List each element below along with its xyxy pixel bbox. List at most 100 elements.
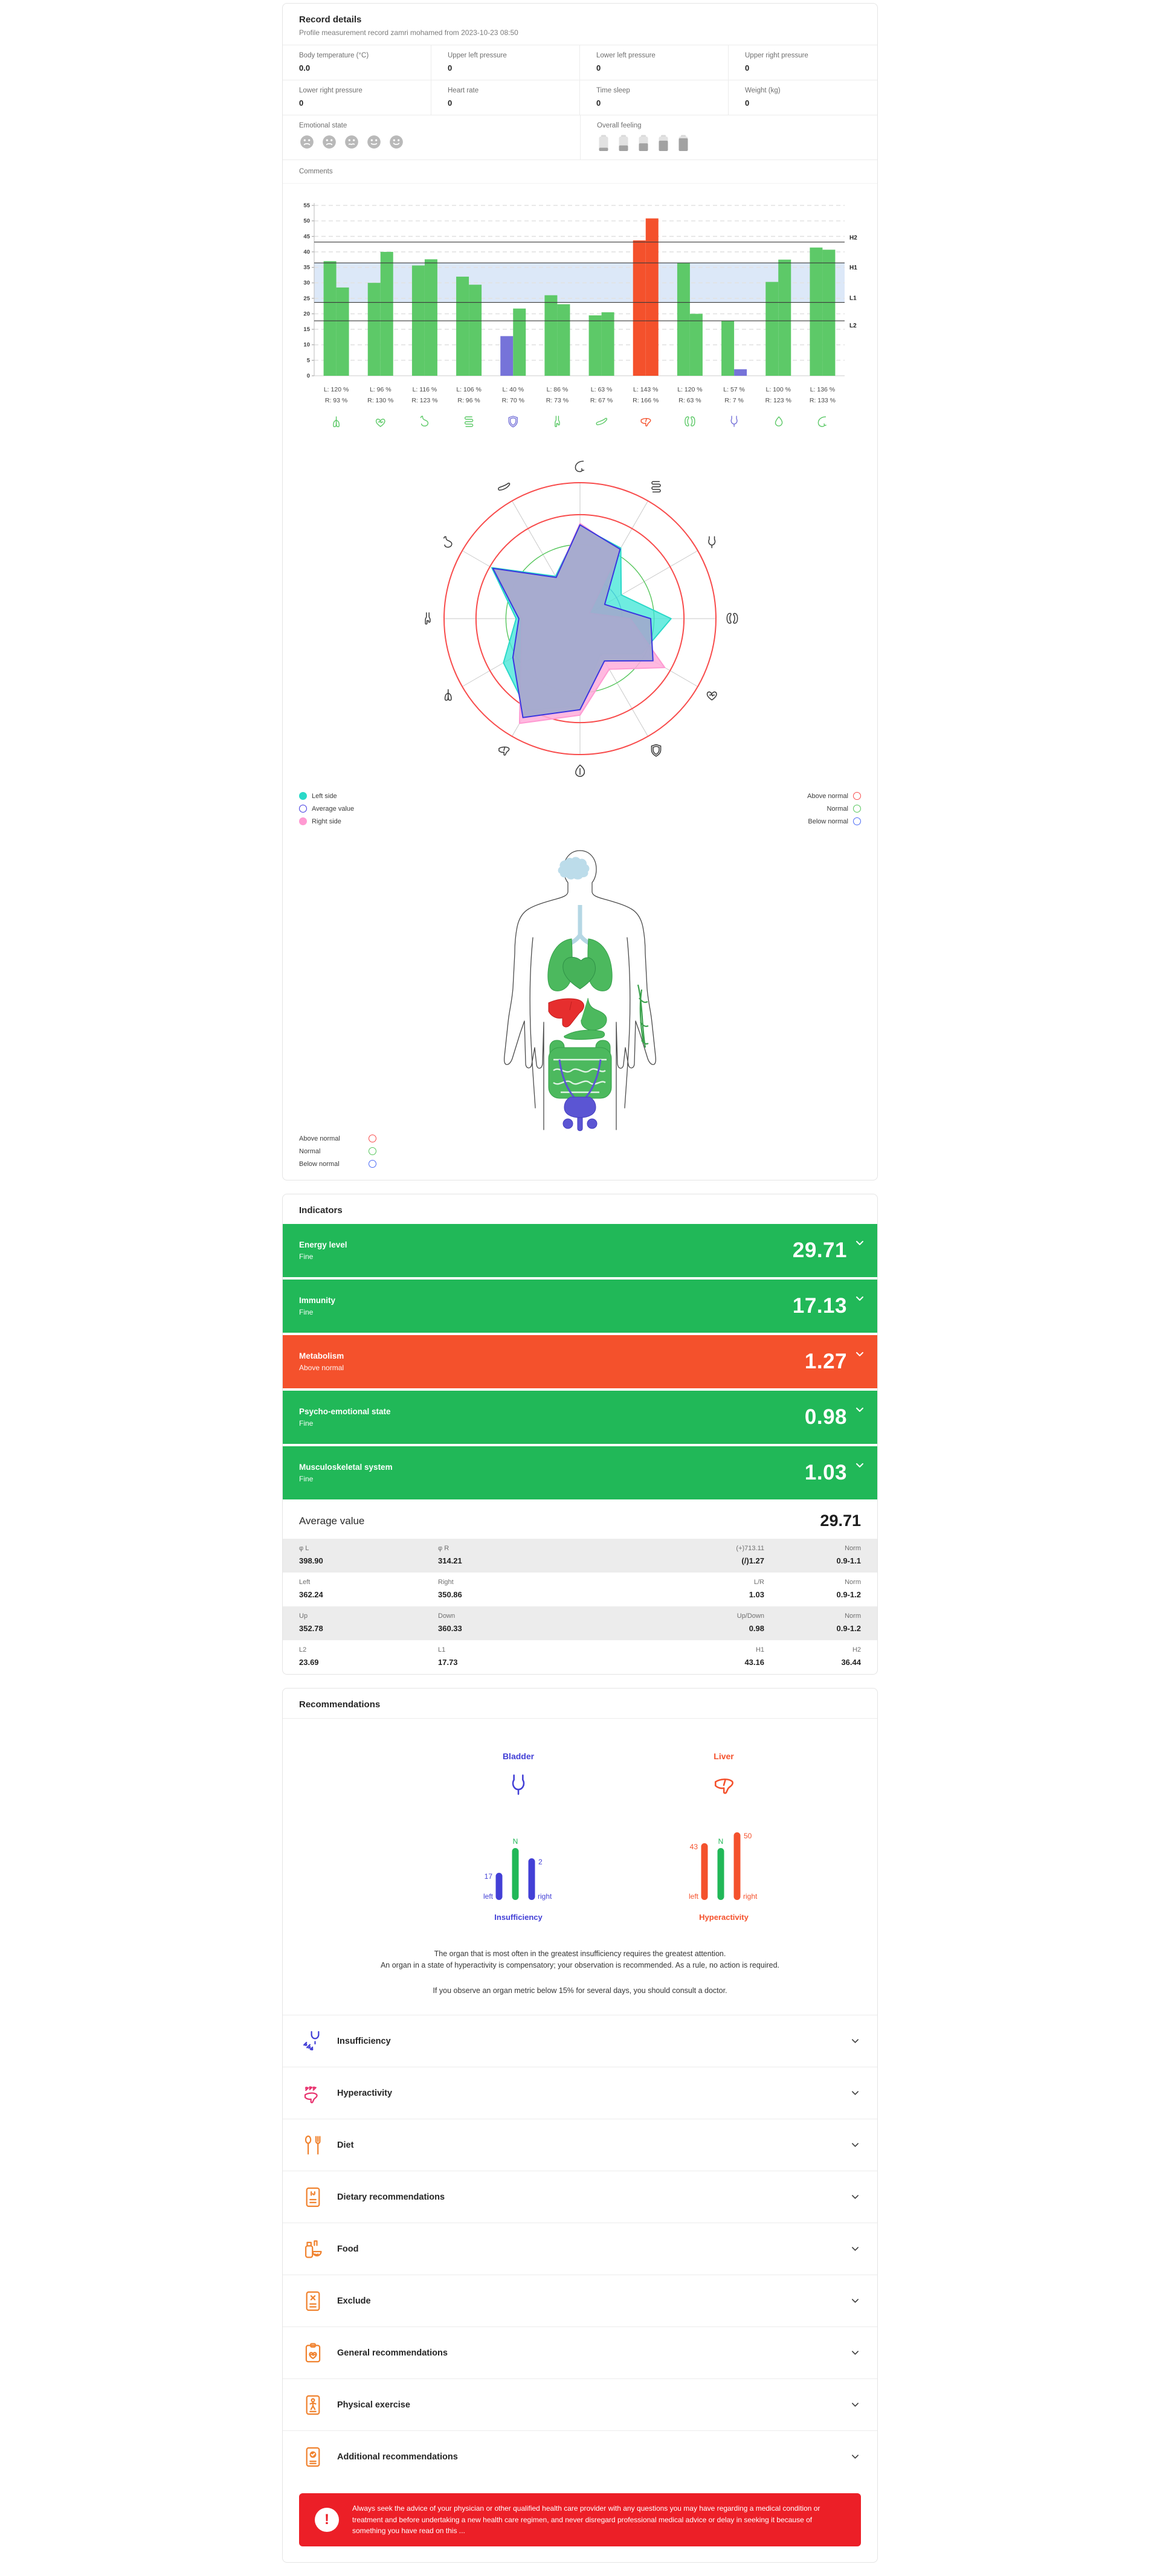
svg-text:R: 70 %: R: 70 % <box>502 397 524 404</box>
chevron-down-icon[interactable] <box>851 2194 859 2200</box>
field-lower-left-pressure[interactable]: Lower left pressure 0 <box>580 45 729 80</box>
section-additional-recommendations[interactable]: Additional recommendations <box>283 2430 877 2483</box>
section-diet[interactable]: Diet <box>283 2119 877 2171</box>
legend-item-right-side: Right side <box>299 817 354 825</box>
chevron-down-icon[interactable] <box>856 1296 864 1301</box>
record-details-card: Record details Profile measurement recor… <box>282 3 878 1180</box>
chevron-down-icon[interactable] <box>851 2142 859 2148</box>
emotional-state-label: Emotional state <box>299 122 347 129</box>
liver-icon <box>714 1778 733 1794</box>
cell-value: 43.16 <box>744 1658 764 1667</box>
cell-label: L1 <box>438 1646 446 1653</box>
svg-text:5: 5 <box>307 357 311 364</box>
chevron-down-icon[interactable] <box>851 2298 859 2304</box>
indicator-value: 1.27 <box>804 1350 847 1373</box>
chevron-down-icon[interactable] <box>851 2090 859 2096</box>
chevron-down-icon[interactable] <box>856 1407 864 1412</box>
svg-text:N: N <box>718 1837 724 1846</box>
battery-4-icon[interactable] <box>657 134 670 152</box>
chevron-down-icon[interactable] <box>851 2402 859 2407</box>
diet-icon <box>301 2134 325 2157</box>
legend-label: Normal <box>826 805 848 813</box>
cell-label: Right <box>438 1579 454 1586</box>
field-lower-right-pressure[interactable]: Lower right pressure 0 <box>283 80 431 115</box>
warning-icon: ! <box>315 2508 339 2533</box>
face-neutral-icon[interactable] <box>366 134 382 150</box>
recommendations-title: Recommendations <box>283 1689 877 1719</box>
svg-text:R: 73 %: R: 73 % <box>546 397 569 404</box>
field-heart-rate[interactable]: Heart rate 0 <box>431 80 580 115</box>
organ-status-charts: Bladder 17 left N 2 right Insufficiency Liver 43… <box>283 1719 877 1928</box>
face-sad-icon[interactable] <box>299 134 315 150</box>
indicator-psycho-emotional-state[interactable]: Psycho-emotional state Fine 0.98 <box>283 1391 877 1444</box>
bar-intestines-left <box>456 276 469 376</box>
indicator-musculoskeletal-system[interactable]: Musculoskeletal system Fine 1.03 <box>283 1446 877 1499</box>
insufficiency-icon <box>303 2030 320 2050</box>
medical-disclaimer-banner: ! Always seek the advice of your physici… <box>299 2493 861 2546</box>
svg-text:L: 96 %: L: 96 % <box>370 386 392 393</box>
svg-text:55: 55 <box>303 202 310 209</box>
field-body-temperature-c-[interactable]: Body temperature (°C) 0.0 <box>283 45 431 80</box>
arm-vessels <box>637 984 649 1048</box>
section-dietary-recommendations[interactable]: Dietary recommendations <box>283 2171 877 2223</box>
bladder-icon <box>512 1774 525 1795</box>
battery-2-icon[interactable] <box>617 134 630 152</box>
field-upper-right-pressure[interactable]: Upper right pressure 0 <box>729 45 877 80</box>
body-figure <box>503 850 657 1132</box>
svg-text:R: 123 %: R: 123 % <box>411 397 437 404</box>
cell-label: Up <box>299 1612 308 1620</box>
legend-swatch <box>299 805 307 813</box>
cell-label: L2 <box>299 1646 307 1653</box>
face-frown-icon[interactable] <box>321 134 337 150</box>
diet-icon <box>304 2135 321 2154</box>
field-label: Weight (kg) <box>745 87 781 94</box>
section-food[interactable]: Food <box>283 2223 877 2275</box>
field-time-sleep[interactable]: Time sleep 0 <box>580 80 729 115</box>
svg-text:L: 106 %: L: 106 % <box>456 386 481 393</box>
table-cell: Norm 0.9-1.2 <box>764 1612 861 1633</box>
bar-immunity-right <box>513 308 526 376</box>
section-general-recommendations[interactable]: General recommendations <box>283 2326 877 2379</box>
indicator-metabolism[interactable]: Metabolism Above normal 1.27 <box>283 1335 877 1388</box>
recommendation-sections: Insufficiency Hyperactivity Diet Dietary re… <box>283 2015 877 2483</box>
chevron-down-icon[interactable] <box>856 1463 864 1468</box>
field-weight-kg-[interactable]: Weight (kg) 0 <box>729 80 877 115</box>
indicator-text: Energy level Fine <box>299 1240 793 1261</box>
overall-feeling-icons <box>597 134 868 152</box>
table-row: φ L 398.90 φ R 314.21 (+)713.11 (/)1.27 Norm 0.… <box>283 1539 877 1573</box>
section-hyperactivity[interactable]: Hyperactivity <box>283 2067 877 2119</box>
chevron-down-icon[interactable] <box>856 1351 864 1357</box>
chevron-down-icon[interactable] <box>851 2350 859 2355</box>
battery-1-icon[interactable] <box>597 134 610 152</box>
section-insufficiency[interactable]: Insufficiency <box>283 2015 877 2067</box>
field-upper-left-pressure[interactable]: Upper left pressure 0 <box>431 45 580 80</box>
section-physical-exercise[interactable]: Physical exercise <box>283 2378 877 2431</box>
note-line-3: If you observe an organ metric below 15%… <box>433 1986 727 1995</box>
bar-kidneys-left <box>677 262 690 376</box>
table-cell: L2 23.69 <box>299 1646 438 1667</box>
chevron-down-icon[interactable] <box>851 2038 859 2044</box>
legend-label: Above normal <box>807 792 848 800</box>
face-confused-icon[interactable] <box>344 134 359 150</box>
svg-text:20: 20 <box>303 311 310 317</box>
radar-legend-left: Left side Average value Right side <box>299 792 354 825</box>
cell-label: Norm <box>845 1545 861 1552</box>
battery-5-icon[interactable] <box>677 134 690 152</box>
chevron-down-icon[interactable] <box>856 1240 864 1246</box>
bar-thyroid-left <box>544 295 558 376</box>
cell-value: (/)1.27 <box>741 1556 764 1565</box>
legend-swatch <box>853 817 861 825</box>
battery-3-icon[interactable] <box>637 134 650 152</box>
bladder-icon <box>512 1774 525 1795</box>
indicator-status: Fine <box>299 1308 314 1316</box>
face-smile-icon[interactable] <box>388 134 404 150</box>
section-exclude[interactable]: Exclude <box>283 2275 877 2327</box>
chevron-down-icon[interactable] <box>851 2246 859 2252</box>
indicator-energy-level[interactable]: Energy level Fine 29.71 <box>283 1224 877 1277</box>
comments-section[interactable]: Comments <box>283 160 877 184</box>
indicator-immunity[interactable]: Immunity Fine 17.13 <box>283 1280 877 1333</box>
exclude-doc-icon <box>306 2291 320 2311</box>
field-value: 0 <box>745 98 750 108</box>
chevron-down-icon[interactable] <box>851 2454 859 2459</box>
exercise-doc-icon <box>301 2394 325 2417</box>
